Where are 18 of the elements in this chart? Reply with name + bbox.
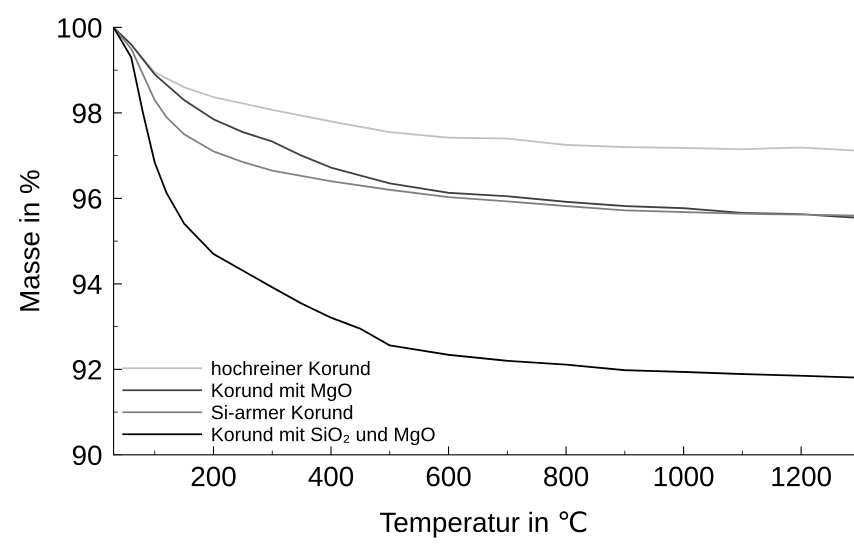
y-tick-label: 98 — [72, 104, 102, 124]
legend-label: Si-armer Korund — [212, 404, 352, 420]
x-tick-label: 1000 — [654, 466, 714, 486]
y-tick-label: 96 — [72, 189, 102, 209]
x-tick-label: 600 — [426, 466, 471, 486]
x-tick-label: 400 — [308, 466, 354, 486]
y-tick-label: 94 — [72, 274, 102, 294]
x-tick-label: 800 — [544, 466, 588, 486]
legend-label: Korund mit SiO₂ und MgO — [212, 426, 435, 446]
y-axis-title: Masse in % — [19, 170, 40, 311]
legend-label: hochreiner Korund — [212, 360, 370, 376]
x-tick-label: 200 — [192, 466, 236, 486]
y-tick-label: 92 — [72, 360, 102, 380]
legend-label: Korund mit MgO — [212, 382, 352, 402]
x-tick-label: 1200 — [772, 466, 831, 486]
y-tick-label: 90 — [72, 446, 102, 466]
y-tick-label: 100 — [58, 18, 102, 38]
x-axis-title: Temperatur in ℃ — [380, 511, 586, 538]
